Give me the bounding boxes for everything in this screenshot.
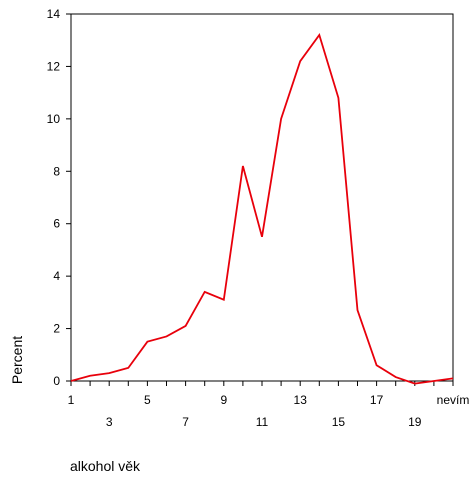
- y-tick-label: 0: [53, 374, 60, 388]
- x-tick-label: 15: [332, 415, 346, 429]
- y-tick-label: 8: [53, 164, 60, 178]
- x-tick-label: 17: [370, 393, 384, 407]
- x-tick-label: 3: [106, 415, 113, 429]
- y-tick-label: 2: [53, 322, 60, 336]
- y-tick-label: 6: [53, 217, 60, 231]
- plot-frame: [70, 13, 454, 382]
- axes: [66, 13, 454, 386]
- x-tick-label: 1: [68, 393, 75, 407]
- y-tick-label: 10: [47, 112, 61, 126]
- x-tick-label: 5: [144, 393, 151, 407]
- x-tick-label: 7: [182, 415, 189, 429]
- x-tick-label: 9: [220, 393, 227, 407]
- series-line: [70, 32, 454, 385]
- y-tick-label: 12: [47, 59, 61, 73]
- series-layer: [70, 32, 454, 385]
- x-tick-label: 11: [256, 415, 269, 429]
- y-tick-label: 14: [47, 7, 61, 21]
- x-axis-label: alkohol věk: [70, 458, 141, 474]
- x-tick-label: nevím: [437, 393, 470, 407]
- x-tick-label: 13: [294, 393, 308, 407]
- x-tick-label: 19: [408, 415, 422, 429]
- y-tick-label: 4: [53, 269, 60, 283]
- y-axis-label: Percent: [9, 336, 25, 384]
